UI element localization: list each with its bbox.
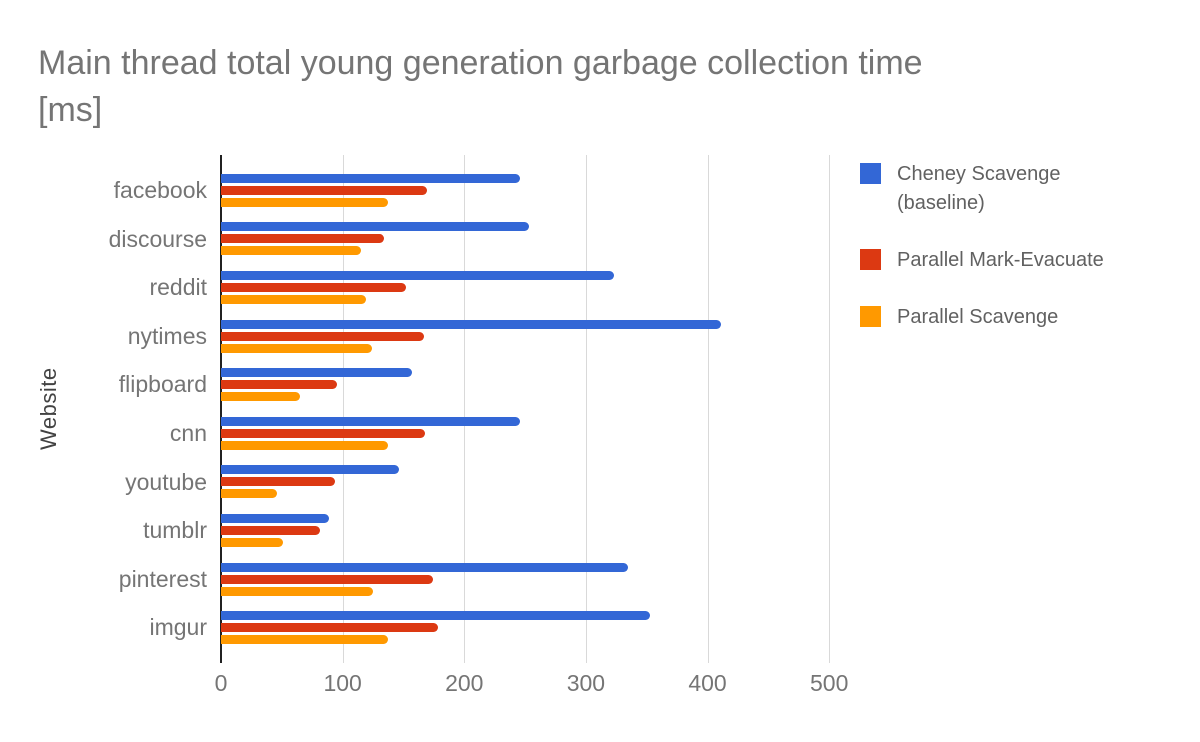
bar-pinterest-series-1[interactable] (221, 574, 433, 584)
bar-pinterest-series-2[interactable] (221, 586, 374, 596)
bar-flipboard-series-1[interactable] (221, 380, 337, 390)
bar-facebook-series-0[interactable] (221, 173, 521, 183)
category-label-tumblr: tumblr (143, 517, 207, 544)
category-label-imgur: imgur (149, 614, 207, 641)
legend-item-1[interactable]: Parallel Mark-Evacuate (860, 246, 1160, 275)
x-tick-label-300: 300 (566, 670, 606, 696)
bar-reddit-series-0[interactable] (221, 271, 614, 280)
bar-reddit-series-1[interactable] (221, 283, 406, 292)
legend-swatch-0 (860, 163, 881, 184)
gridline-500 (829, 155, 831, 663)
category-label-nytimes: nytimes (127, 322, 207, 349)
x-tick-label-500: 500 (809, 670, 849, 696)
bar-imgur-series-2[interactable] (221, 635, 388, 645)
chart-title-line2: [ms] (38, 91, 103, 129)
category-label-youtube: youtube (125, 468, 207, 495)
bar-flipboard-series-2[interactable] (221, 392, 301, 402)
bar-cnn-series-1[interactable] (221, 428, 426, 438)
x-tick-label-100: 100 (323, 670, 362, 696)
legend-label-2: Parallel Scavenge (897, 306, 1059, 328)
bar-nytimes-series-1[interactable] (221, 331, 425, 341)
bar-tumblr-series-1[interactable] (221, 526, 320, 535)
bar-flipboard-series-0[interactable] (221, 368, 412, 378)
category-label-reddit: reddit (149, 274, 207, 301)
category-label-facebook: facebook (113, 177, 207, 203)
bar-tumblr-series-0[interactable] (221, 514, 330, 523)
bar-cnn-series-2[interactable] (221, 440, 388, 450)
y-axis-line (220, 155, 222, 663)
bar-discourse-series-1[interactable] (221, 234, 384, 244)
bar-cnn-series-0[interactable] (221, 416, 521, 426)
bar-discourse-series-0[interactable] (221, 222, 529, 232)
x-tick-label-400: 400 (688, 670, 727, 696)
bar-facebook-series-2[interactable] (221, 197, 388, 207)
category-label-flipboard: flipboard (118, 371, 207, 398)
x-tick-label-200: 200 (445, 670, 484, 696)
legend-label-0: Cheney Scavenge (baseline) (897, 163, 1061, 214)
gridline-400 (707, 155, 709, 663)
x-tick-label-0: 0 (214, 670, 228, 696)
bar-reddit-series-2[interactable] (221, 295, 366, 304)
bar-facebook-series-1[interactable] (221, 185, 427, 195)
legend: Cheney Scavenge (baseline) Parallel Mark-… (860, 160, 1160, 332)
bar-imgur-series-1[interactable] (221, 623, 438, 633)
chart-title-line1: Main thread total young generation garba… (38, 44, 923, 82)
chart-title: Main thread total young generation garba… (38, 40, 1148, 134)
bar-pinterest-series-0[interactable] (221, 562, 629, 572)
plot-area (220, 155, 890, 663)
bar-nytimes-series-0[interactable] (221, 319, 721, 329)
legend-swatch-1 (860, 249, 881, 270)
legend-label-1: Parallel Mark-Evacuate (897, 249, 1104, 271)
bar-imgur-series-0[interactable] (221, 611, 651, 621)
bar-youtube-series-1[interactable] (221, 477, 336, 487)
legend-item-2[interactable]: Parallel Scavenge (860, 303, 1160, 332)
category-label-discourse: discourse (108, 225, 207, 252)
category-label-cnn: cnn (169, 420, 207, 446)
bar-tumblr-series-2[interactable] (221, 538, 284, 547)
bar-nytimes-series-2[interactable] (221, 343, 372, 353)
bar-discourse-series-2[interactable] (221, 246, 361, 256)
gridline-100 (342, 155, 344, 663)
bar-youtube-series-2[interactable] (221, 489, 277, 499)
category-label-pinterest: pinterest (118, 565, 207, 592)
legend-swatch-2 (860, 306, 881, 327)
legend-item-0[interactable]: Cheney Scavenge (baseline) (860, 160, 1160, 218)
gridline-300 (585, 155, 587, 663)
gridline-200 (464, 155, 466, 663)
bar-youtube-series-0[interactable] (221, 465, 399, 475)
